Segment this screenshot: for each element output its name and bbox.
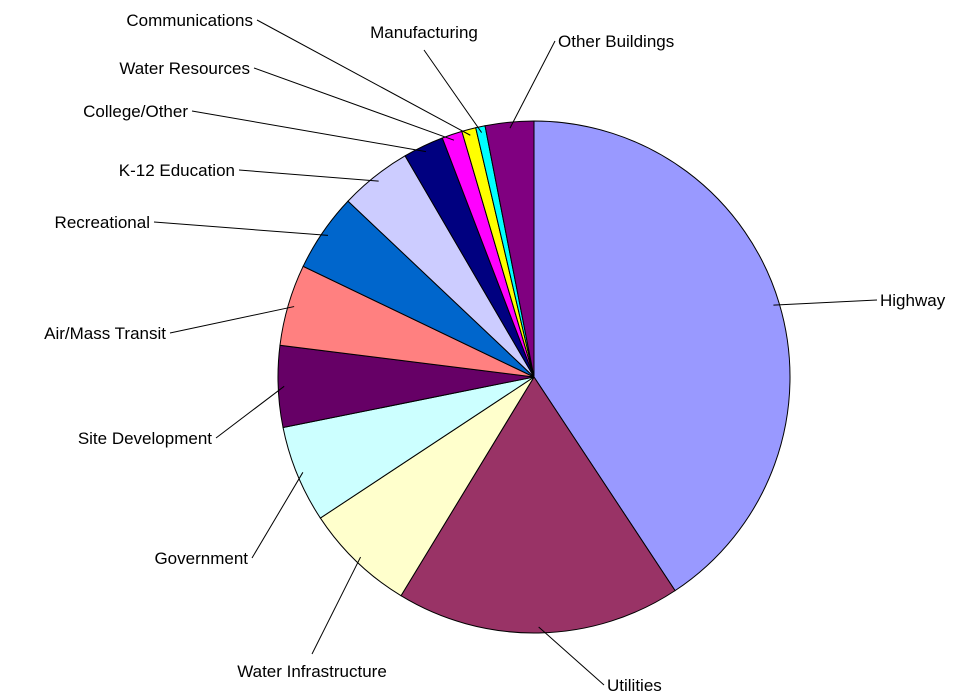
leader-line-college-other [191, 110, 427, 153]
leader-lines [153, 19, 878, 686]
leader-line-recreational [153, 221, 329, 236]
slice-label-communications: Communications [126, 11, 253, 30]
slice-label-other-buildings: Other Buildings [558, 32, 674, 51]
leader-line-government [251, 472, 304, 559]
pie-slices [277, 120, 791, 634]
slice-label-recreational: Recreational [55, 213, 150, 232]
slice-label-air-mass-transit: Air/Mass Transit [44, 324, 166, 343]
leader-line-air-mass-transit [169, 306, 295, 334]
leader-line-highway [773, 299, 878, 306]
slice-label-site-development: Site Development [78, 429, 212, 448]
leader-line-utilities [538, 626, 605, 686]
slice-label-water-resources: Water Resources [119, 59, 250, 78]
leader-line-k-12-education [238, 169, 379, 182]
leader-line-water-infrastructure [311, 556, 361, 655]
pie-slice-water-infrastructure [319, 376, 535, 597]
leader-line-communications [256, 19, 471, 136]
leader-line-site-development [215, 385, 285, 439]
pie-slice-other-buildings [484, 120, 535, 378]
leader-line-manufacturing [423, 49, 483, 133]
leader-line-water-resources [253, 67, 455, 141]
leader-line-other-buildings [509, 40, 556, 129]
slice-label-manufacturing: Manufacturing [370, 23, 478, 42]
pie-slice-utilities [400, 376, 676, 634]
slice-label-government: Government [154, 549, 248, 568]
slice-label-water-infrastructure: Water Infrastructure [237, 662, 387, 681]
slice-label-utilities: Utilities [607, 676, 662, 694]
slice-label-k-12-education: K-12 Education [119, 161, 235, 180]
slice-labels: Highway Utilities Water Infrastructure Gove… [44, 11, 946, 694]
slice-label-college-other: College/Other [83, 102, 188, 121]
slice-label-highway: Highway [880, 291, 946, 310]
